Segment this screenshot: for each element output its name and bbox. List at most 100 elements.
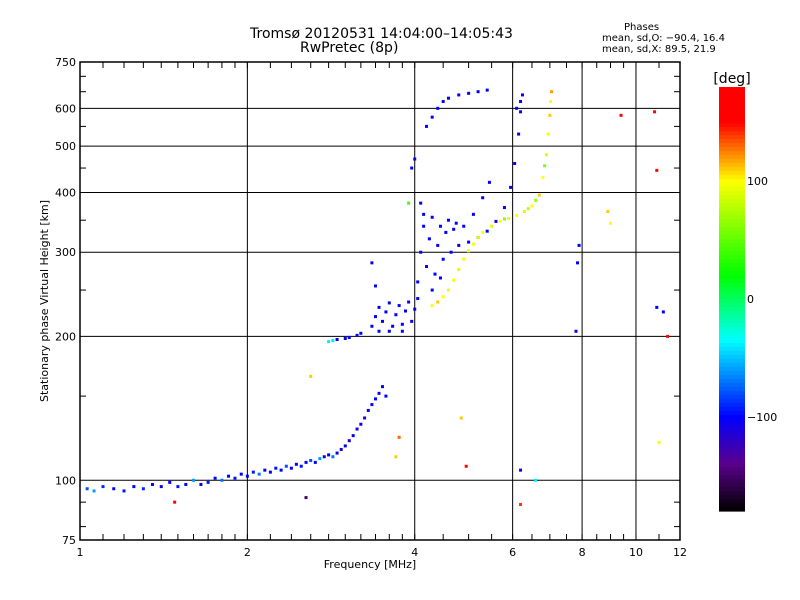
data-point (347, 335, 351, 339)
data-point (404, 309, 408, 313)
colorbar-segment (719, 155, 745, 160)
colorbar-segment (719, 179, 745, 184)
data-point (657, 440, 661, 444)
data-point (422, 212, 426, 216)
data-point (574, 329, 578, 333)
phases-x-stats: mean, sd,X: 89.5, 21.9 (602, 44, 716, 55)
data-point (467, 249, 471, 253)
data-point (268, 470, 272, 474)
data-point (619, 113, 623, 117)
colorbar-segment (719, 151, 745, 156)
data-point (92, 489, 96, 493)
colorbar-segment (719, 455, 745, 460)
data-point (384, 394, 388, 398)
data-point (446, 218, 450, 222)
chart-title: Tromsø 20120531 14:04:00–14:05:43 (250, 26, 513, 42)
colorbar-segment (719, 411, 745, 416)
data-point (515, 106, 519, 110)
data-point (576, 261, 580, 265)
data-point (609, 221, 613, 225)
y-axis-label: Stationary phase Virtual Height [km] (38, 200, 51, 402)
data-point (485, 88, 489, 92)
colorbar-segment (719, 423, 745, 428)
x-axis-label: Frequency [MHz] (324, 558, 416, 571)
data-point (159, 485, 163, 489)
data-point (502, 206, 506, 210)
data-point (430, 215, 434, 219)
colorbar-segment (719, 495, 745, 500)
data-point (387, 301, 391, 305)
y-tick-label: 75 (62, 534, 76, 547)
colorbar-segment (719, 383, 745, 388)
data-point (485, 229, 489, 233)
data-point (541, 175, 545, 179)
data-point (544, 153, 548, 157)
colorbar-segment (719, 479, 745, 484)
colorbar-segment (719, 287, 745, 292)
data-point (436, 300, 440, 304)
colorbar-segment (719, 199, 745, 204)
colorbar-segment (719, 391, 745, 396)
data-point (549, 100, 553, 104)
colorbar-segment (719, 271, 745, 276)
colorbar-segment (719, 187, 745, 192)
data-point (513, 161, 517, 165)
data-point (471, 212, 475, 216)
data-point (309, 458, 313, 462)
data-point (394, 455, 398, 459)
colorbar-segment (719, 103, 745, 108)
data-point (543, 164, 547, 168)
data-point (413, 157, 417, 161)
y-tick-label: 400 (55, 186, 76, 199)
colorbar-segment (719, 119, 745, 124)
data-point (436, 106, 440, 110)
data-point (339, 447, 343, 451)
data-point (464, 464, 468, 468)
data-point (467, 240, 471, 244)
data-point (112, 487, 116, 491)
data-point (335, 451, 339, 455)
data-point (373, 397, 377, 401)
colorbar-segment (719, 363, 745, 368)
colorbar-segment (719, 467, 745, 472)
data-point (655, 305, 659, 309)
colorbar-segment (719, 207, 745, 212)
data-point (425, 124, 429, 128)
data-point (454, 221, 458, 225)
y-tick-label: 200 (55, 330, 76, 343)
x-tick-label: 6 (509, 546, 516, 559)
colorbar-segment (719, 267, 745, 272)
data-point (294, 462, 298, 466)
colorbar-segment (719, 91, 745, 96)
data-point (522, 210, 526, 214)
colorbar-segment (719, 503, 745, 508)
data-point (438, 276, 442, 280)
colorbar-segment (719, 435, 745, 440)
data-point (384, 310, 388, 314)
colorbar-segment (719, 471, 745, 476)
data-point (413, 307, 417, 311)
data-point (394, 313, 398, 317)
colorbar-segment (719, 95, 745, 100)
colorbar-segment (719, 459, 745, 464)
colorbar-segment (719, 291, 745, 296)
colorbar-segment (719, 327, 745, 332)
colorbar-segment (719, 175, 745, 180)
colorbar-segment (719, 135, 745, 140)
data-point (446, 288, 450, 292)
colorbar-segment (719, 439, 745, 444)
colorbar-segment (719, 243, 745, 248)
data-point (655, 168, 659, 172)
data-point (289, 466, 293, 470)
data-point (452, 227, 456, 231)
data-point (419, 201, 423, 205)
colorbar-segment (719, 247, 745, 252)
colorbar-segment (719, 203, 745, 208)
data-point (176, 485, 180, 489)
data-point (530, 204, 534, 208)
colorbar-segment (719, 195, 745, 200)
colorbar-segment (719, 263, 745, 268)
colorbar-segment (719, 111, 745, 116)
colorbar-segment (719, 191, 745, 196)
